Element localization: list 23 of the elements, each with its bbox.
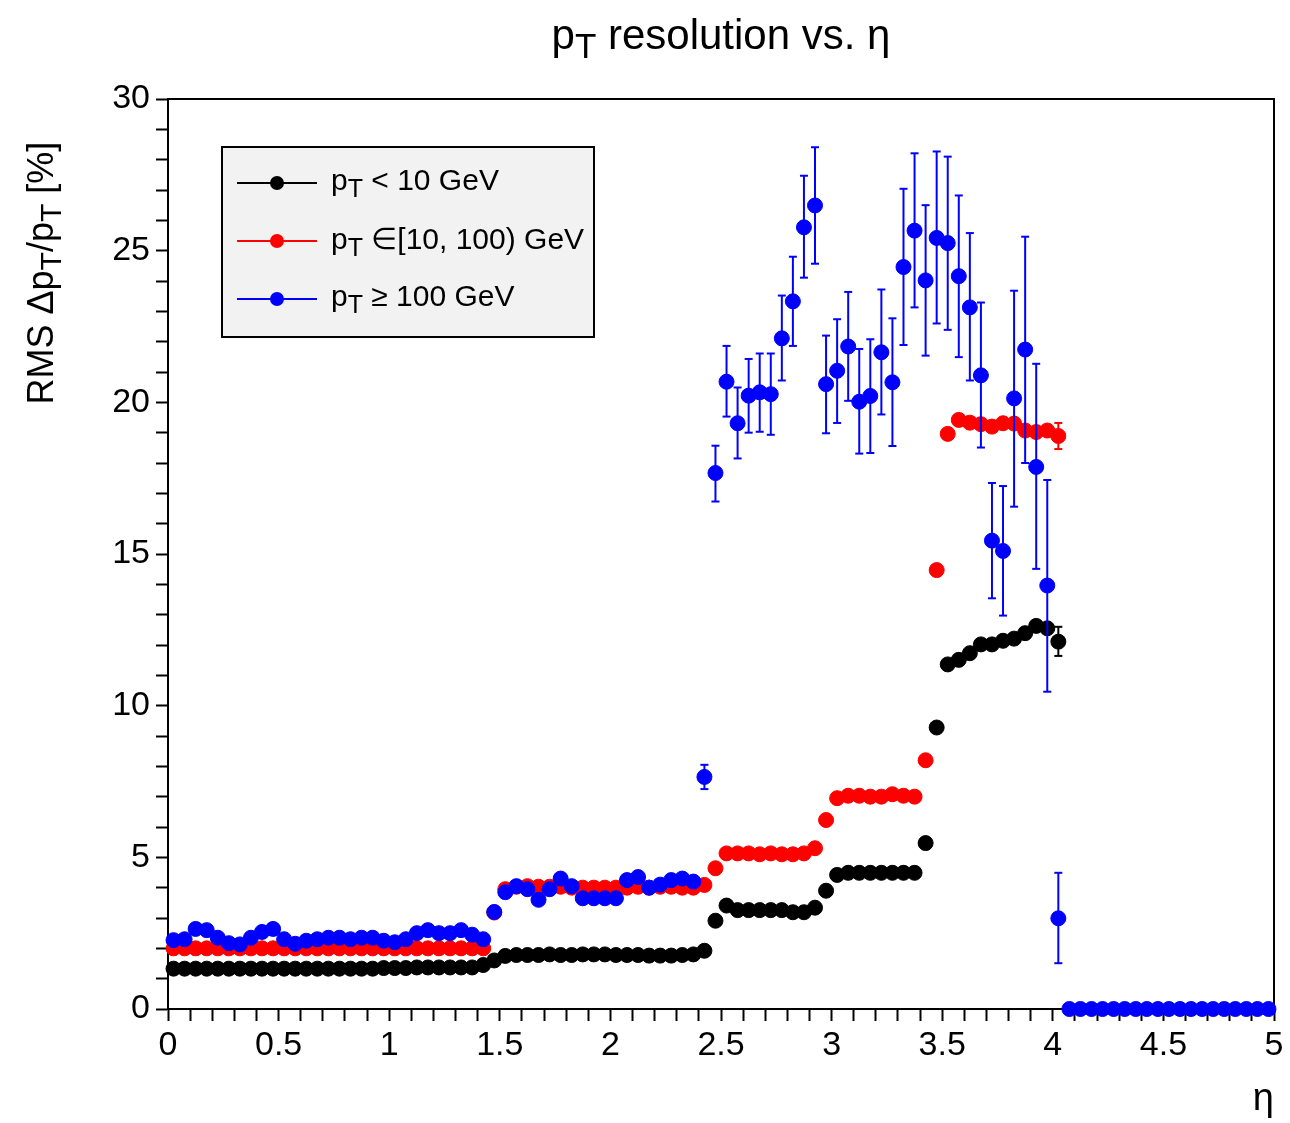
x-tick-label: 1 (379, 1023, 399, 1062)
x-tick-label: 0.5 (254, 1023, 303, 1062)
y-tick-label: 15 (112, 532, 150, 571)
chart-title: p$_{T}$ resolution vs. η (550, 10, 892, 68)
x-tick-label: 4.5 (1139, 1023, 1188, 1062)
y-tick-label: 30 (112, 77, 150, 116)
x-tick-label: 1.5 (476, 1023, 524, 1062)
x-tick-label: 2.5 (697, 1023, 745, 1062)
legend-label: p$_{T}$ ≥ 100 GeV (331, 279, 515, 319)
x-tick-label: 5 (1264, 1023, 1284, 1062)
y-tick-label: 5 (131, 835, 150, 874)
x-tick-label: 3.5 (918, 1023, 966, 1062)
y-tick-label: 20 (112, 380, 150, 419)
y-tick-label: 25 (112, 229, 150, 268)
x-tick-label: 0 (158, 1023, 178, 1062)
legend-label: p$_{T}$ < 10 GeV (331, 163, 499, 203)
x-tick-label: 4 (1043, 1023, 1063, 1062)
x-tick-label: 2 (600, 1023, 620, 1062)
y-tick-label: 0 (131, 987, 150, 1026)
legend-label: p$_{T}$ ∈[10, 100) GeV (331, 220, 585, 262)
x-tick-label: 3 (822, 1023, 842, 1062)
x-axis-title: η (1252, 1076, 1274, 1119)
y-tick-label: 10 (112, 684, 150, 723)
